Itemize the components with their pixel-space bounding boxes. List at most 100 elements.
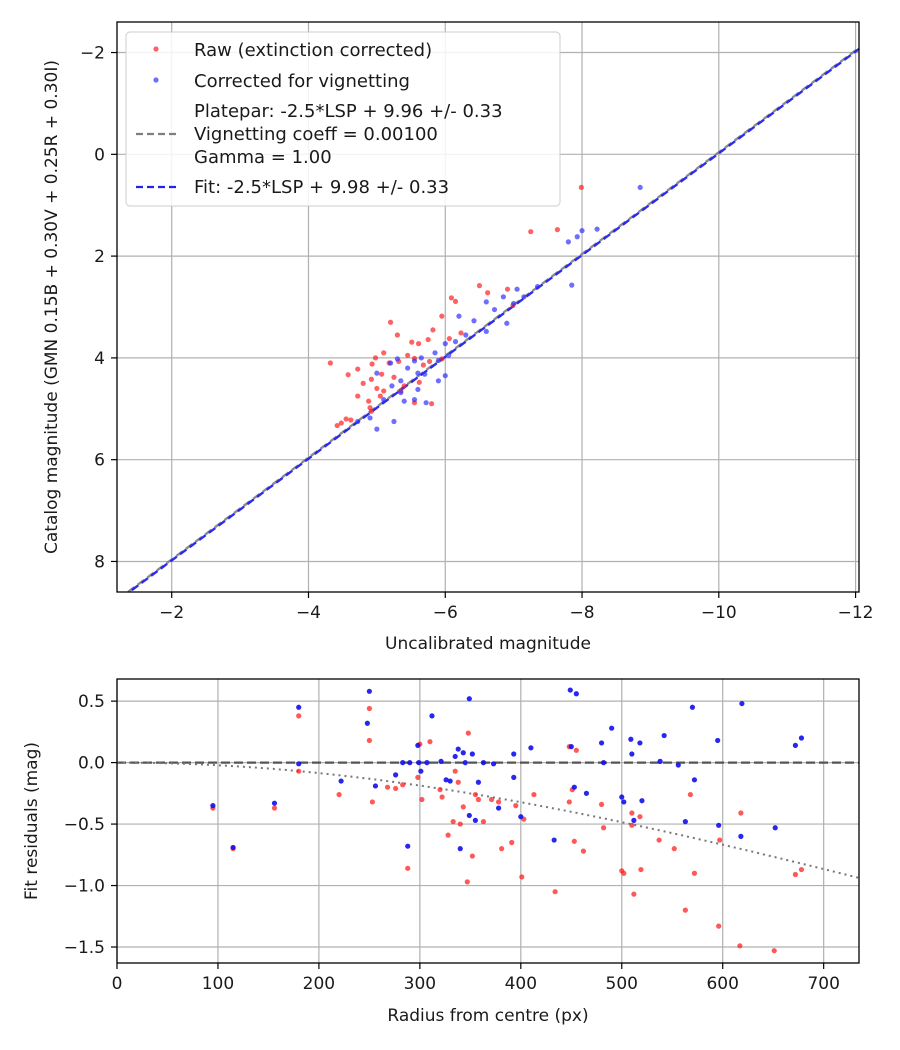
bottom-x-tick-label: 200	[303, 974, 335, 994]
top-y-tick-label: 4	[94, 349, 105, 369]
top-x-tick-label: −2	[159, 603, 184, 623]
top-fit-lines	[127, 46, 860, 593]
raw-residual-point	[509, 839, 515, 846]
corrected-data-point	[401, 398, 407, 404]
corrected-residual-point	[716, 822, 722, 828]
corrected-residual-point	[739, 700, 745, 707]
raw-data-point	[426, 358, 433, 365]
corrected-residual-point	[429, 713, 435, 719]
top-x-axis-label: Uncalibrated magnitude	[385, 634, 591, 654]
raw-data-point	[343, 416, 349, 422]
legend: Raw (extinction corrected) Corrected for…	[125, 31, 561, 207]
raw-residual-point	[480, 819, 487, 825]
raw-data-point	[416, 379, 422, 385]
corrected-data-point	[637, 184, 643, 191]
bottom-chart-panel: 0 100 200 300 400 500 600 700 0.5 0.0 −0.5 −1.0 −1.…	[22, 678, 860, 1026]
raw-residual-point	[580, 848, 587, 854]
raw-data-point	[554, 227, 561, 233]
corrected-data-point	[514, 286, 520, 292]
corrected-residual-point	[230, 844, 236, 851]
raw-data-point	[452, 298, 459, 305]
raw-residual-point	[457, 821, 463, 827]
raw-data-point	[401, 383, 407, 389]
corrected-data-point	[463, 332, 469, 338]
corrected-residual-point	[657, 758, 663, 764]
top-x-tick-label: −4	[296, 603, 321, 623]
raw-residual-point	[671, 846, 677, 852]
top-y-axis-ticks: −2 0 2 4 6 8	[80, 44, 117, 572]
raw-residual-point	[393, 785, 399, 792]
corrected-residual-point	[772, 825, 778, 831]
corrected-residual-point	[271, 800, 278, 806]
legend-platepar-line-text: Platepar: -2.5*LSP + 9.96 +/- 0.33	[194, 101, 503, 122]
corrected-data-point	[579, 228, 585, 234]
corrected-residual-point	[407, 760, 413, 766]
raw-residual-point	[637, 814, 643, 820]
corrected-residual-point	[466, 812, 472, 819]
corrected-data-point	[394, 356, 400, 362]
corrected-residual-point	[682, 819, 688, 825]
raw-data-point	[381, 388, 387, 394]
legend-platepar-label: Platepar: -2.5*LSP + 9.96 +/- 0.33 Vignet…	[194, 101, 503, 168]
bottom-x-axis-label: Radius from centre (px)	[387, 1006, 588, 1026]
fit-line	[131, 48, 860, 592]
bottom-x-tick-label: 100	[202, 974, 234, 994]
raw-data-point	[368, 408, 374, 414]
raw-data-point	[578, 184, 584, 191]
raw-residual-point	[771, 948, 777, 954]
legend-corrected-marker	[153, 77, 159, 83]
raw-data-point	[458, 330, 464, 336]
raw-residual-point	[472, 791, 478, 798]
legend-platepar-line-text: Gamma = 1.00	[194, 147, 332, 168]
corrected-data-point	[574, 234, 580, 240]
corrected-residual-point	[418, 768, 424, 774]
corrected-residual-point	[447, 778, 453, 784]
top-y-axis-label: Catalog magnitude (GMN 0.15B + 0.30V + 0…	[42, 60, 62, 554]
raw-residual-point	[439, 794, 445, 800]
corrected-residual-point	[637, 740, 643, 746]
raw-data-point	[368, 376, 374, 382]
corrected-residual-point	[511, 751, 517, 757]
legend-box	[125, 31, 561, 207]
raw-residual-point	[737, 943, 743, 949]
bottom-x-axis-ticks: 0 100 200 300 400 500 600 700	[112, 963, 840, 994]
top-y-tick-label: 0	[94, 145, 105, 165]
bottom-x-tick-label: 300	[404, 974, 436, 994]
corrected-residual-point	[621, 799, 627, 805]
corrected-data-point	[442, 341, 448, 347]
raw-data-point	[348, 417, 354, 423]
raw-residual-point	[465, 730, 471, 736]
raw-residual-point	[738, 810, 744, 816]
top-y-tick-label: 8	[94, 552, 105, 572]
corrected-residual-point	[609, 725, 615, 731]
raw-data-point	[372, 355, 379, 361]
raw-residual-point	[496, 799, 502, 805]
corrected-residual-point	[691, 777, 698, 783]
raw-data-point	[476, 283, 483, 289]
raw-residual-point	[469, 853, 475, 859]
corrected-residual-point	[628, 736, 634, 742]
raw-residual-point	[488, 796, 495, 803]
raw-data-point	[355, 393, 361, 399]
corrected-data-point	[435, 378, 442, 384]
bottom-y-tick-label: 0.5	[78, 692, 105, 712]
top-points	[327, 184, 643, 432]
corrected-residual-point	[296, 704, 302, 710]
bottom-x-tick-label: 700	[807, 974, 839, 994]
raw-data-point	[327, 360, 333, 366]
top-plot-frame	[116, 21, 860, 593]
raw-residual-point	[415, 774, 421, 780]
corrected-data-point	[422, 371, 428, 377]
raw-data-point	[430, 327, 436, 333]
bottom-y-tick-label: −1.5	[64, 938, 105, 958]
top-x-axis-ticks: −2 −4 −6 −8 −10 −12	[159, 592, 874, 623]
top-x-tick-label: −12	[838, 603, 874, 623]
bottom-x-tick-label: 500	[606, 974, 638, 994]
corrected-data-point	[405, 365, 411, 371]
corrected-residual-point	[469, 751, 475, 757]
raw-residual-point	[717, 837, 723, 843]
corrected-data-point	[534, 284, 541, 290]
top-chart-panel: −2 −4 −6 −8 −10 −12 −2 0 2 4 6 8 Uncalibrated magn…	[42, 21, 874, 654]
corrected-data-point	[411, 358, 418, 364]
corrected-residual-point	[338, 778, 344, 784]
